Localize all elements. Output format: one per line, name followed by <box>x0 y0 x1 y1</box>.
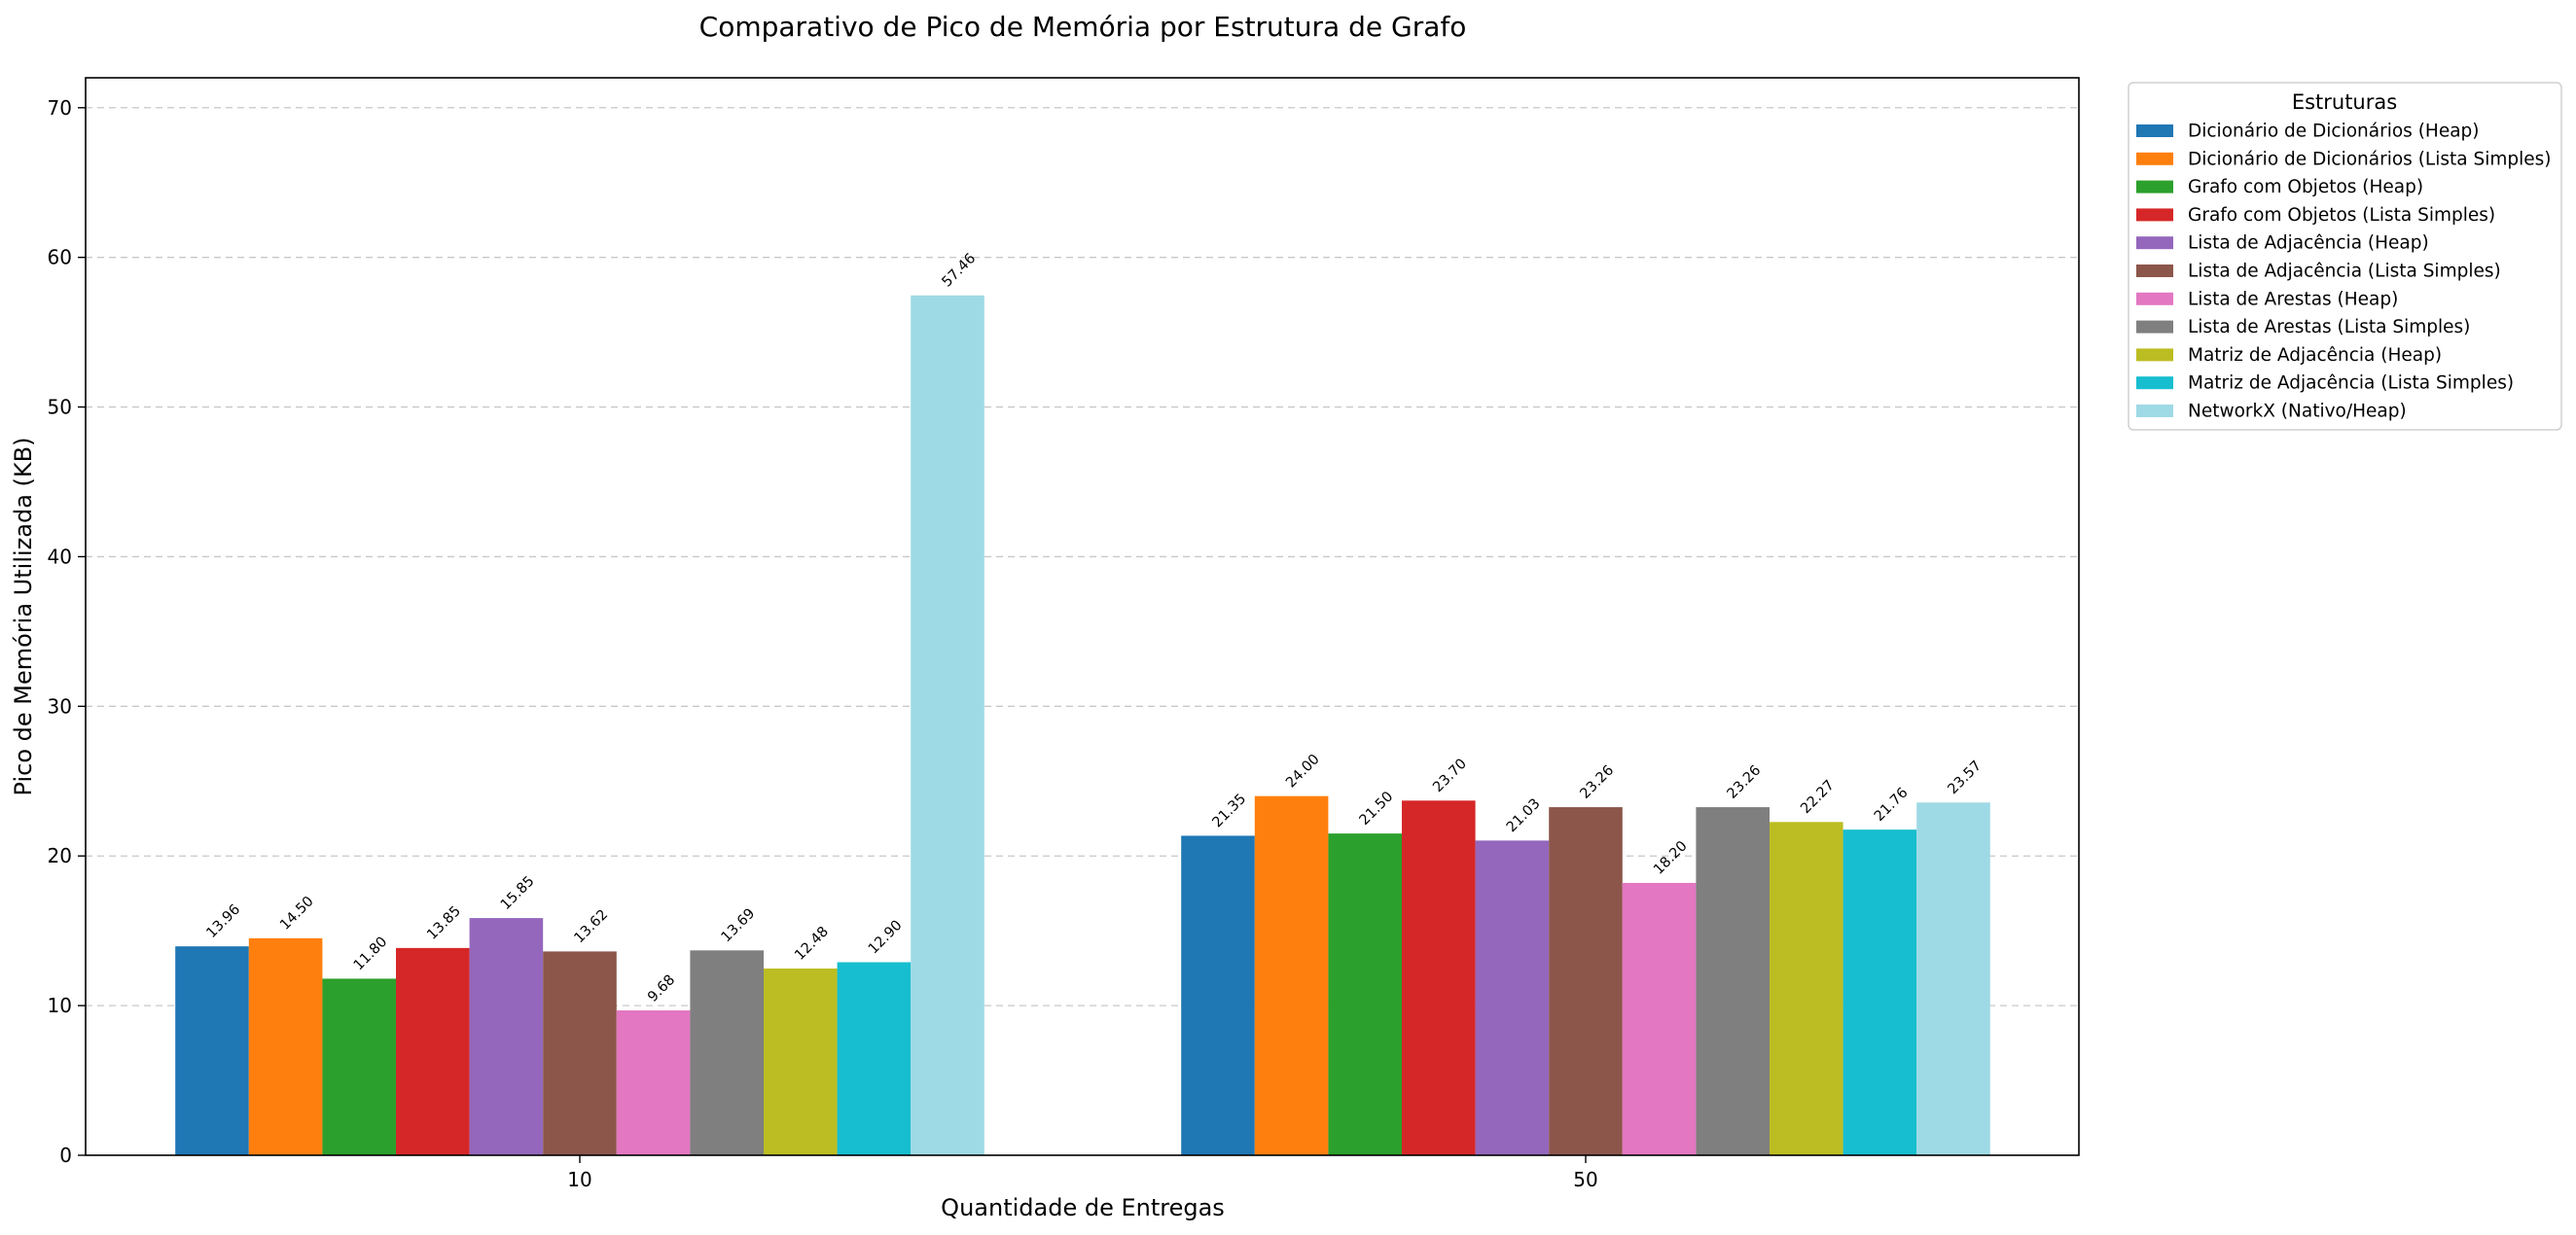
data-label: 57.46 <box>940 251 980 291</box>
bar <box>1402 800 1476 1155</box>
data-label: 21.50 <box>1357 789 1397 829</box>
plot-frame <box>85 77 2080 1156</box>
bar <box>543 951 617 1155</box>
legend-swatch <box>2136 124 2173 137</box>
x-axis: 10 50 <box>567 1155 1598 1191</box>
data-label: 13.85 <box>424 903 464 943</box>
legend-swatch <box>2136 376 2173 390</box>
data-label: 22.27 <box>1798 777 1838 817</box>
bar <box>1843 829 1917 1155</box>
data-label: 12.48 <box>792 924 832 964</box>
y-tick-label: 50 <box>48 396 72 419</box>
legend-swatch <box>2136 152 2173 165</box>
legend-entry: Lista de Arestas (Heap) <box>2188 289 2398 309</box>
data-label: 13.96 <box>204 901 244 941</box>
legend-entry: Lista de Adjacência (Lista Simples) <box>2188 262 2501 282</box>
bar <box>1622 882 1697 1155</box>
bar <box>1475 840 1550 1155</box>
legend-entry: NetworkX (Nativo/Heap) <box>2188 402 2407 422</box>
bar <box>175 946 249 1155</box>
legend-entry: Dicionário de Dicionários (Heap) <box>2188 122 2480 142</box>
data-label: 21.03 <box>1504 796 1544 836</box>
x-axis-label: Quantidade de Entregas <box>941 1194 1225 1221</box>
data-label: 23.57 <box>1946 758 1986 797</box>
legend-entry: Dicionário de Dicionários (Lista Simples… <box>2188 149 2552 169</box>
bar <box>1254 795 1329 1155</box>
legend-entry: Grafo com Objetos (Lista Simples) <box>2188 205 2495 226</box>
bar <box>837 962 912 1155</box>
bar <box>396 947 470 1155</box>
data-label: 12.90 <box>866 918 906 958</box>
legend-swatch <box>2136 265 2173 277</box>
legend-entry: Matriz de Adjacência (Lista Simples) <box>2188 373 2514 394</box>
bar <box>1696 807 1770 1155</box>
grid-lines <box>86 107 2079 1006</box>
bar <box>1916 802 1990 1155</box>
y-tick-label: 60 <box>48 246 72 269</box>
data-label: 24.00 <box>1283 752 1323 792</box>
legend-swatch <box>2136 348 2173 362</box>
data-label: 23.26 <box>1725 762 1765 802</box>
y-tick-label: 20 <box>48 844 72 867</box>
legend-swatch <box>2136 208 2173 222</box>
data-label: 9.68 <box>645 972 678 1006</box>
data-label: 21.35 <box>1210 792 1250 831</box>
data-label: 11.80 <box>351 935 391 974</box>
data-label: 15.85 <box>498 873 538 913</box>
legend-entry: Matriz de Adjacência (Heap) <box>2188 345 2442 366</box>
x-tick-label: 50 <box>1573 1168 1597 1191</box>
legend-swatch <box>2136 180 2173 194</box>
y-tick-label: 40 <box>48 545 72 568</box>
bar <box>469 918 544 1155</box>
bar <box>1549 807 1623 1155</box>
legend-items: Dicionário de Dicionários (Heap) Dicionár… <box>2136 122 2552 422</box>
legend-box <box>2128 82 2562 431</box>
data-label: 18.20 <box>1651 838 1691 878</box>
bar <box>911 295 984 1155</box>
y-tick-label: 0 <box>59 1144 72 1167</box>
legend-swatch <box>2136 236 2173 250</box>
data-label: 23.26 <box>1578 762 1618 802</box>
y-axis-label: Pico de Memória Utilizada (KB) <box>10 438 37 796</box>
legend-swatch <box>2136 320 2173 334</box>
bar <box>1328 833 1402 1155</box>
legend-title: Estruturas <box>2292 90 2397 114</box>
legend-entry: Lista de Adjacência (Heap) <box>2188 233 2429 254</box>
data-label: 13.62 <box>572 907 612 947</box>
bar <box>1770 822 1843 1155</box>
y-tick-label: 10 <box>48 994 72 1017</box>
x-tick-label: 10 <box>567 1168 591 1191</box>
legend-entry: Grafo com Objetos (Heap) <box>2188 177 2423 197</box>
bar <box>690 950 764 1155</box>
y-tick-label: 70 <box>48 96 72 120</box>
chart-title: Comparativo de Pico de Memória por Estru… <box>699 11 1467 43</box>
bar <box>248 937 323 1155</box>
legend-entry: Lista de Arestas (Lista Simples) <box>2188 317 2470 337</box>
legend: Estruturas Dicionário de Dicionários (He… <box>2128 82 2562 431</box>
bar <box>1181 835 1255 1155</box>
legend-swatch <box>2136 405 2173 417</box>
legend-swatch <box>2136 292 2173 305</box>
y-tick-label: 30 <box>48 694 72 718</box>
bars <box>175 295 1990 1155</box>
y-axis: 0 10 20 30 40 50 60 70 <box>48 96 86 1167</box>
bar <box>616 1010 691 1155</box>
data-label: 21.76 <box>1872 785 1912 825</box>
data-label: 14.50 <box>277 894 317 934</box>
bar <box>322 978 396 1155</box>
data-label: 13.69 <box>719 905 759 945</box>
bar <box>764 968 838 1155</box>
data-label: 23.70 <box>1430 756 1470 795</box>
